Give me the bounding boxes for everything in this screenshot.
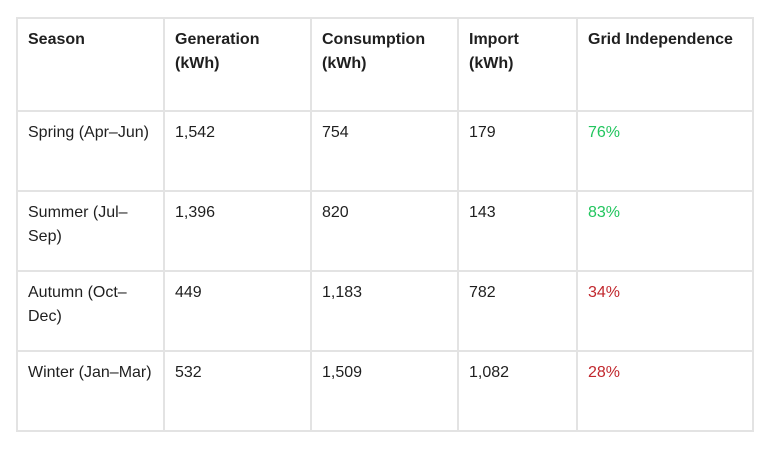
cell-season: Winter (Jan–Mar) — [16, 350, 165, 432]
header-grid-independence: Grid Independence — [576, 17, 754, 112]
cell-independence: 28% — [576, 350, 754, 432]
table-row: Autumn (Oct–Dec) 449 1,183 782 34% — [16, 270, 754, 352]
cell-generation: 1,396 — [163, 190, 312, 272]
cell-consumption: 1,183 — [310, 270, 459, 352]
cell-import: 782 — [457, 270, 578, 352]
table-row: Winter (Jan–Mar) 532 1,509 1,082 28% — [16, 350, 754, 432]
cell-independence: 34% — [576, 270, 754, 352]
cell-consumption: 820 — [310, 190, 459, 272]
cell-season: Autumn (Oct–Dec) — [16, 270, 165, 352]
header-import: Import (kWh) — [457, 17, 578, 112]
cell-consumption: 754 — [310, 110, 459, 192]
cell-independence: 76% — [576, 110, 754, 192]
table-row: Summer (Jul–Sep) 1,396 820 143 83% — [16, 190, 754, 272]
cell-generation: 1,542 — [163, 110, 312, 192]
cell-generation: 532 — [163, 350, 312, 432]
header-season: Season — [16, 17, 165, 112]
cell-season: Summer (Jul–Sep) — [16, 190, 165, 272]
table-row: Spring (Apr–Jun) 1,542 754 179 76% — [16, 110, 754, 192]
seasonal-energy-table: Season Generation (kWh) Consumption (kWh… — [16, 17, 754, 432]
cell-import: 179 — [457, 110, 578, 192]
cell-generation: 449 — [163, 270, 312, 352]
cell-consumption: 1,509 — [310, 350, 459, 432]
cell-import: 143 — [457, 190, 578, 272]
cell-season: Spring (Apr–Jun) — [16, 110, 165, 192]
table-header-row: Season Generation (kWh) Consumption (kWh… — [16, 17, 754, 112]
header-generation: Generation (kWh) — [163, 17, 312, 112]
cell-independence: 83% — [576, 190, 754, 272]
cell-import: 1,082 — [457, 350, 578, 432]
header-consumption: Consumption (kWh) — [310, 17, 459, 112]
